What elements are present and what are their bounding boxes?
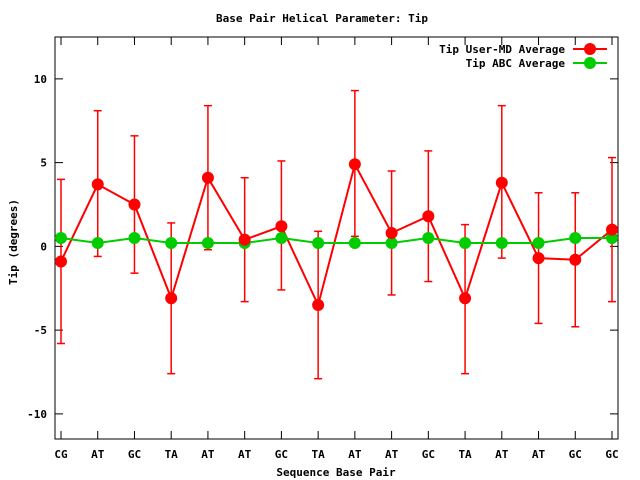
x-tick-label: AT [532,448,546,461]
x-tick-label: AT [201,448,215,461]
x-tick-label: TA [165,448,179,461]
data-point-abc [165,237,178,250]
data-point-user-md [606,223,618,236]
data-point-user-md [55,255,67,268]
legend-label: Tip ABC Average [466,57,566,70]
data-point-abc [275,232,288,244]
chart-title: Base Pair Helical Parameter: Tip [216,12,428,25]
data-point-user-md [422,210,435,223]
data-point-user-md [532,252,545,265]
x-tick-label: TA [458,448,472,461]
data-point-abc [55,232,67,244]
y-tick-label: -10 [27,408,47,421]
x-tick-label: GC [422,448,435,461]
x-tick-label: AT [348,448,362,461]
x-tick-label: GC [605,448,618,461]
legend-label: Tip User-MD Average [439,43,565,56]
data-point-user-md [312,299,325,311]
legend-marker [584,43,596,55]
y-tick-label: 5 [40,157,47,170]
axes-layer: -10 -5 0 5 10 CG AT GC TA AT AT GC TA AT AT GC TA AT AT GC G… [27,37,619,461]
data-point-abc [532,237,545,250]
data-point-user-md [385,226,398,239]
legend-marker [584,57,596,69]
y-tick-label: 10 [34,73,47,86]
data-point-user-md [91,178,104,191]
data-point-abc [569,232,582,244]
x-tick-label: AT [495,448,509,461]
series-line-user-md [60,161,613,308]
data-point-user-md [348,158,361,171]
y-axis-label: Tip (degrees) [7,199,20,285]
x-tick-label: AT [385,448,399,461]
data-point-abc [91,237,104,250]
data-point-abc [348,237,361,250]
x-tick-label: AT [91,448,105,461]
data-point-user-md [569,253,582,266]
data-point-user-md [495,176,508,189]
data-point-user-md [165,292,178,305]
x-axis-label: Sequence Base Pair [276,466,396,479]
x-tick-label: GC [569,448,582,461]
x-tick-label: GC [275,448,288,461]
data-point-user-md [128,198,141,211]
x-tick-label: TA [312,448,326,461]
data-point-abc [128,232,141,244]
x-tick-label: GC [128,448,141,461]
y-tick-label: 0 [40,240,47,253]
data-point-abc [422,232,435,244]
data-point-abc [495,237,508,250]
data-point-abc [312,237,325,250]
series-layer [55,89,618,380]
x-tick-label: AT [238,448,252,461]
data-point-user-md [201,171,214,184]
data-point-abc [201,237,214,250]
data-point-user-md [238,233,251,246]
data-point-abc [459,237,472,250]
y-tick-label: -5 [34,324,47,337]
x-tick-label: CG [54,448,68,461]
data-point-abc [385,237,398,250]
series-line-abc [60,236,612,245]
data-point-user-md [275,220,288,233]
data-point-user-md [459,292,472,305]
